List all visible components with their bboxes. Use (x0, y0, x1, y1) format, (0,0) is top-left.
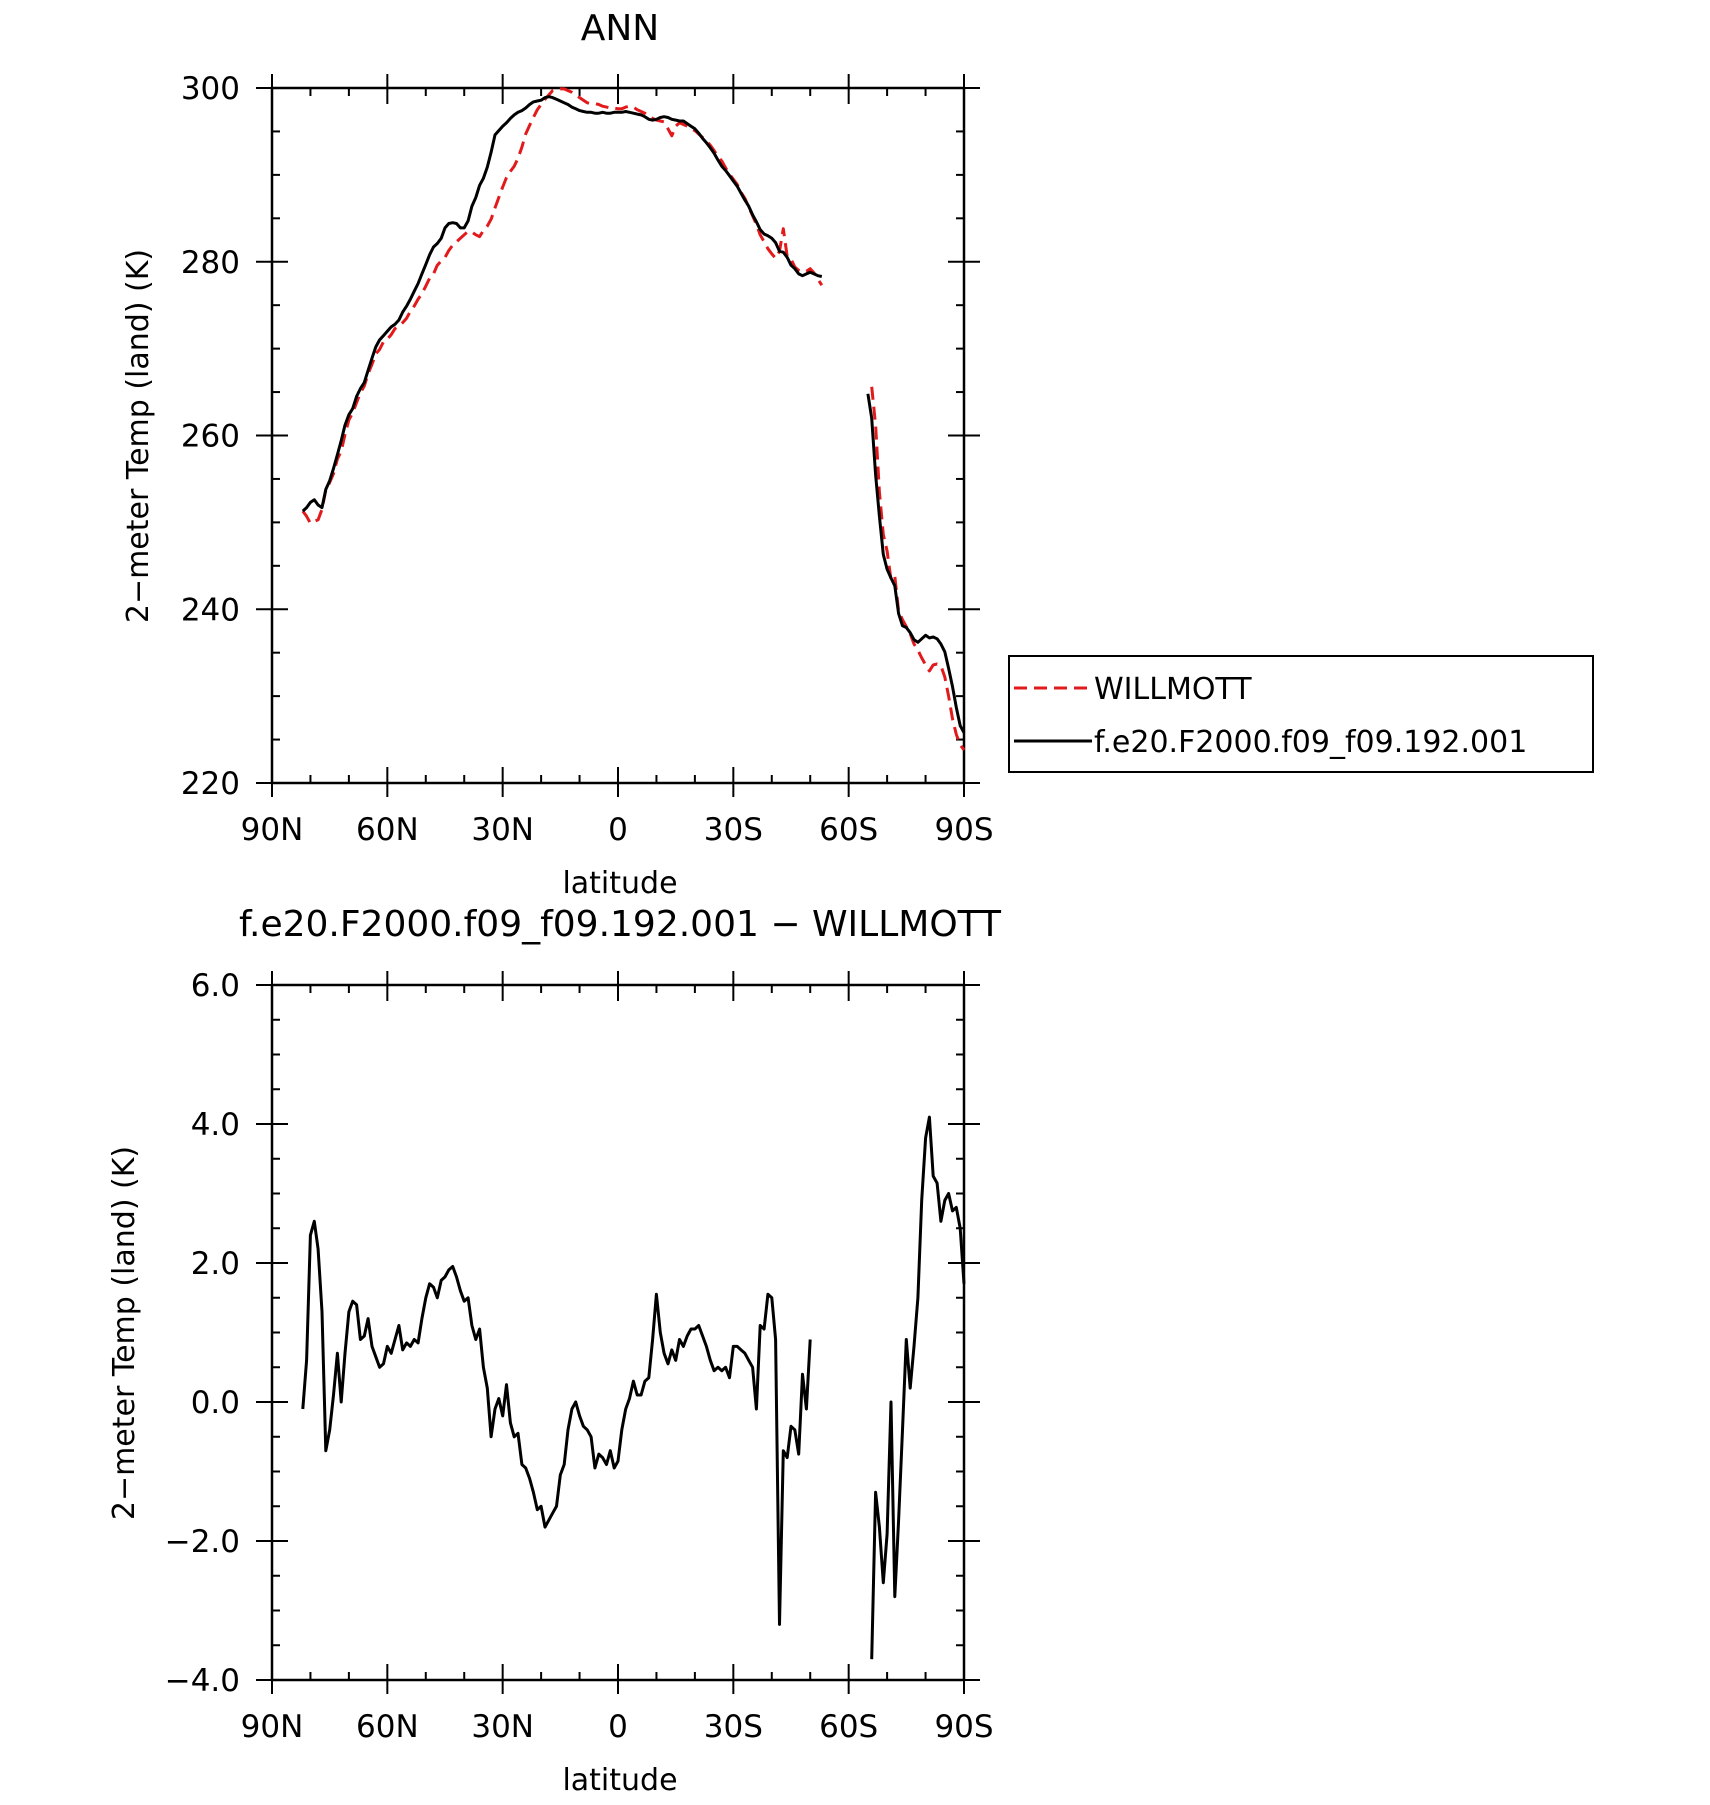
chart-title: f.e20.F2000.f09_f09.192.001 − WILLMOTT (239, 904, 1002, 945)
x-tick-label: 30N (471, 1709, 534, 1745)
x-tick-label: 30N (471, 812, 534, 848)
y-tick-label: −4.0 (165, 1663, 240, 1699)
x-tick-label: 90N (241, 1709, 304, 1745)
plot-frame (270, 86, 966, 785)
y-tick-label: −2.0 (165, 1524, 240, 1560)
x-axis-label: latitude (562, 1763, 677, 1798)
axis-ticks (256, 74, 980, 797)
x-tick-label: 30S (704, 812, 763, 848)
x-tick-labels: 90N 60N 30N 0 30S 60S 90S (241, 812, 994, 848)
legend-label-willmott: WILLMOTT (1094, 672, 1252, 707)
series-line-model-segment-2 (866, 393, 966, 734)
series-line-willmott-segment-1 (301, 87, 824, 525)
series-line-model-segment-1 (301, 1219, 812, 1626)
x-tick-label: 90S (934, 1709, 993, 1745)
axis-ticks (256, 971, 980, 1694)
x-tick-label: 0 (608, 812, 628, 848)
x-axis-label: latitude (562, 866, 677, 901)
y-tick-label: 280 (181, 245, 240, 281)
y-tick-label: 0.0 (191, 1385, 240, 1421)
y-axis-label: 2−meter Temp (land) (K) (121, 249, 156, 623)
y-tick-labels: −4.0 −2.0 0.0 2.0 4.0 6.0 (165, 968, 240, 1699)
difference-panel: f.e20.F2000.f09_f09.192.001 − WILLMOTT −… (107, 904, 1002, 1798)
x-tick-labels: 90N 60N 30N 0 30S 60S 90S (241, 1709, 994, 1745)
y-tick-label: 2.0 (191, 1246, 240, 1282)
plot-lines (301, 87, 966, 751)
chart-title: ANN (581, 8, 660, 49)
x-tick-label: 60N (356, 812, 419, 848)
y-tick-label: 260 (181, 419, 240, 455)
x-tick-label: 90S (934, 812, 993, 848)
legend-box (1008, 655, 1594, 773)
x-tick-label: 30S (704, 1709, 763, 1745)
y-tick-labels: 220 240 260 280 300 (181, 71, 240, 802)
y-tick-label: 240 (181, 592, 240, 628)
y-axis-label: 2−meter Temp (land) (K) (107, 1146, 142, 1520)
y-tick-label: 4.0 (191, 1107, 240, 1143)
x-tick-label: 0 (608, 1709, 628, 1745)
plot-frame (270, 983, 966, 1682)
legend: WILLMOTT f.e20.F2000.f09_f09.192.001 (1008, 655, 1594, 773)
series-line-model-segment-1 (301, 95, 823, 513)
y-tick-label: 220 (181, 766, 240, 802)
x-tick-label: 90N (241, 812, 304, 848)
x-tick-label: 60S (819, 1709, 878, 1745)
legend-label-model: f.e20.F2000.f09_f09.192.001 (1094, 725, 1527, 760)
series-line-willmott-segment-2 (870, 386, 966, 751)
y-tick-label: 300 (181, 71, 240, 107)
series-line-model-segment-2 (870, 1115, 966, 1660)
y-tick-label: 6.0 (191, 968, 240, 1004)
x-tick-label: 60N (356, 1709, 419, 1745)
x-tick-label: 60S (819, 812, 878, 848)
plot-lines (301, 1115, 966, 1660)
